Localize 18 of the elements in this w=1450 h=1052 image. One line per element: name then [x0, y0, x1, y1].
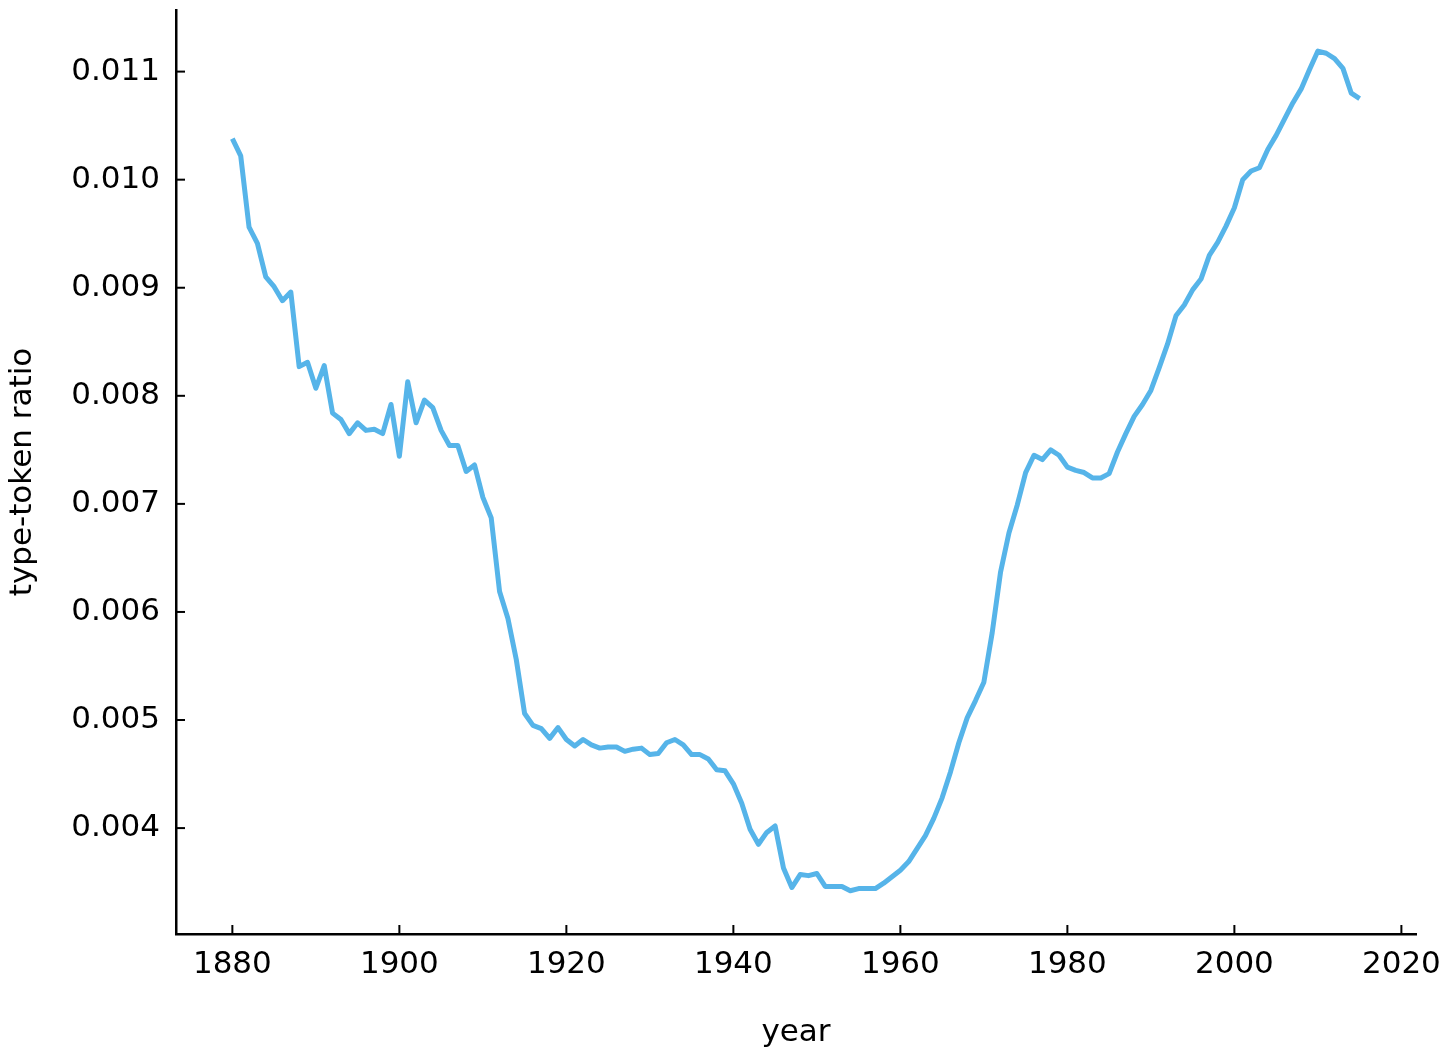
- x-axis-title: year: [761, 1012, 831, 1049]
- y-tick-label: 0.007: [71, 482, 160, 519]
- y-tick-label: 0.011: [71, 50, 160, 87]
- y-tick-label: 0.009: [71, 266, 160, 303]
- x-tick-label: 1980: [1027, 943, 1107, 980]
- x-tick-label: 1900: [359, 943, 439, 980]
- x-tick-label: 1940: [693, 943, 773, 980]
- y-tick-label: 0.010: [71, 158, 160, 195]
- x-tick-label: 1880: [192, 943, 272, 980]
- y-tick-label: 0.006: [71, 591, 160, 627]
- y-axis-title: type-token ratio: [1, 347, 38, 597]
- x-tick-label: 2020: [1361, 943, 1441, 980]
- x-tick-label: 1960: [860, 943, 940, 980]
- y-tick-label: 0.008: [71, 374, 160, 411]
- y-tick-label: 0.004: [71, 807, 160, 844]
- x-tick-label: 2000: [1194, 943, 1274, 980]
- x-tick-label: 1920: [526, 943, 606, 980]
- y-tick-label: 0.005: [71, 699, 160, 736]
